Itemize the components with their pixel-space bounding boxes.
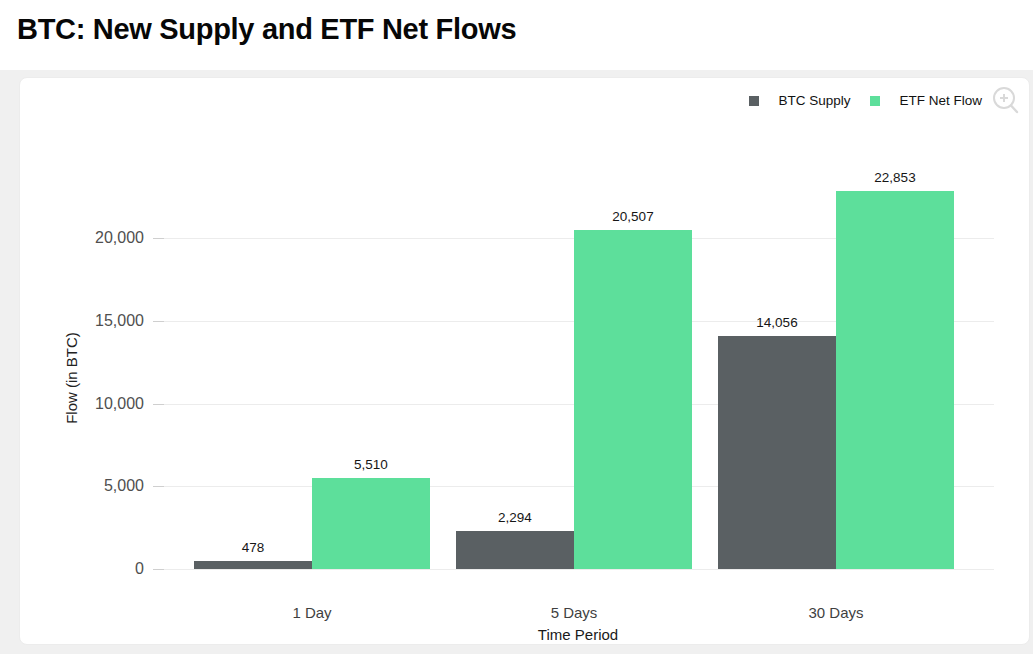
bar-value-label: 478: [194, 540, 312, 556]
y-axis-tick: [153, 321, 164, 322]
bar-chart-area: Flow (in BTC) Time Period 05,00010,00015…: [20, 78, 1029, 644]
y-axis-tick: [153, 486, 164, 487]
bar-value-label: 5,510: [312, 457, 430, 473]
x-axis-title: Time Period: [498, 626, 658, 643]
page-title: BTC: New Supply and ETF Net Flows: [17, 13, 516, 46]
page-header: BTC: New Supply and ETF Net Flows: [0, 0, 1033, 70]
y-axis-tick: [153, 238, 164, 239]
x-tick-label: 1 Day: [232, 604, 392, 621]
chart-card: BTC Supply ETF Net Flow Flow (in BTC) Ti…: [19, 77, 1030, 645]
bar-btc-supply[interactable]: [194, 561, 312, 569]
bar-value-label: 20,507: [574, 209, 692, 225]
y-tick-label: 0: [44, 561, 144, 577]
y-axis-tick: [153, 404, 164, 405]
x-tick-label: 5 Days: [494, 604, 654, 621]
y-tick-label: 20,000: [44, 230, 144, 246]
y-tick-label: 10,000: [44, 396, 144, 412]
y-tick-label: 5,000: [44, 478, 144, 494]
bar-value-label: 14,056: [718, 315, 836, 331]
bar-etf-net-flow[interactable]: [836, 191, 954, 569]
bar-btc-supply[interactable]: [456, 531, 574, 569]
bar-etf-net-flow[interactable]: [312, 478, 430, 569]
bar-value-label: 22,853: [836, 170, 954, 186]
x-tick-label: 30 Days: [756, 604, 916, 621]
y-axis-tick: [153, 569, 164, 570]
y-tick-label: 15,000: [44, 313, 144, 329]
gridline: [164, 569, 994, 570]
bar-value-label: 2,294: [456, 510, 574, 526]
bar-etf-net-flow[interactable]: [574, 230, 692, 569]
page: BTC: New Supply and ETF Net Flows BTC Su…: [0, 0, 1033, 654]
bar-btc-supply[interactable]: [718, 336, 836, 569]
